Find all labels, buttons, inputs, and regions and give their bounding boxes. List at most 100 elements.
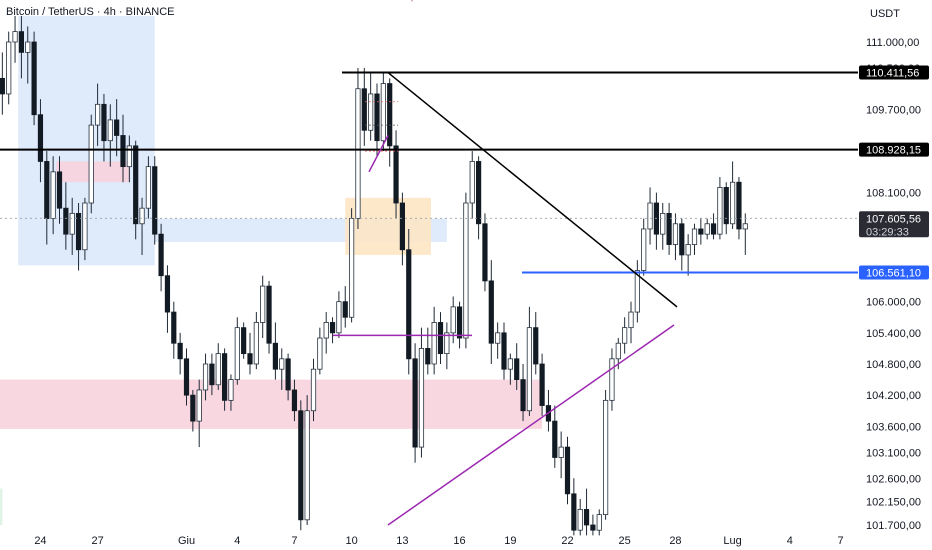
candle-body: [209, 363, 215, 386]
price-axis-label: 103.600,00: [866, 421, 921, 433]
candle-body: [88, 124, 94, 204]
candle-body: [577, 509, 583, 531]
candle-body: [69, 212, 75, 235]
time-axis-label: 4: [787, 535, 793, 547]
candle-body: [704, 223, 710, 235]
candle-body: [526, 327, 533, 412]
price-axis[interactable]: USDT111.000,00110.500,00109.700,00108.10…: [866, 8, 921, 532]
price-badge: [859, 265, 929, 280]
time-axis-label: Giu: [178, 535, 195, 547]
candle-body: [25, 41, 31, 53]
candle-body: [730, 181, 736, 225]
candle-body: [183, 358, 190, 396]
candle-body: [279, 358, 285, 370]
candle-body: [495, 332, 501, 344]
candle-body: [412, 358, 418, 448]
fib-level-label: 0,75: [405, 0, 425, 3]
candle-body: [304, 410, 310, 521]
candle-body: [387, 83, 393, 147]
candle-body: [437, 322, 444, 355]
fib-level-label: 0,25: [405, 0, 425, 3]
candle-body: [139, 207, 145, 225]
symbol-title[interactable]: Bitcoin / TetherUS · 4h · BINANCE: [6, 6, 175, 18]
candle-body: [342, 301, 348, 318]
candle-body: [260, 285, 266, 323]
time-axis[interactable]: 24 27 Giu 4 7 10 13 16 19 22 25 28 Lug 4 7: [34, 535, 843, 547]
price-axis-label: 101.700,00: [866, 520, 921, 532]
time-axis-label: 7: [837, 535, 843, 547]
candle-body: [171, 311, 177, 344]
candle-body: [368, 93, 374, 131]
candle-body: [501, 332, 507, 370]
candle-body: [469, 161, 475, 204]
price-axis-label: 111.000,00: [866, 37, 919, 49]
candle-body: [114, 119, 120, 136]
candle-body: [463, 202, 469, 339]
time-axis-label: 13: [396, 535, 408, 547]
candle-body: [590, 524, 596, 531]
price-axis-label: 103.100,00: [866, 447, 921, 459]
candle-body: [75, 212, 82, 251]
time-axis-label: 16: [453, 535, 465, 547]
ascending-trendline: [387, 324, 675, 526]
candle-body: [634, 270, 640, 313]
candle-body: [558, 446, 564, 458]
time-axis-label: 19: [504, 535, 516, 547]
candle-body: [533, 327, 539, 365]
candle-body: [120, 135, 126, 168]
candle-body: [450, 306, 456, 334]
candle-body: [221, 353, 228, 401]
candle-body: [253, 322, 259, 365]
candle-body: [6, 41, 12, 95]
price-axis-label: 105.400,00: [866, 328, 921, 340]
time-axis-label: 4: [234, 535, 240, 547]
candle-body: [488, 280, 494, 344]
candle-body: [0, 77, 5, 95]
candle-body: [50, 171, 56, 219]
green-zone: [0, 488, 3, 525]
candle-body: [82, 202, 88, 251]
candle-body: [723, 187, 729, 225]
candle-body: [507, 358, 513, 370]
candle-body: [361, 88, 367, 131]
price-badge: [859, 211, 929, 238]
candle-body: [202, 363, 209, 391]
candle-body: [317, 337, 323, 370]
candle-body: [520, 379, 526, 412]
candle-body: [310, 368, 317, 412]
candle-body: [482, 223, 488, 282]
candle-body: [564, 446, 571, 495]
time-axis-label: 25: [619, 535, 631, 547]
candle-body: [672, 223, 679, 245]
candle-body: [603, 399, 609, 516]
candle-body: [425, 348, 431, 365]
pink-zone-bottom: [0, 379, 543, 429]
candle-body: [329, 322, 336, 334]
candle-body: [266, 285, 272, 344]
candle-body: [241, 327, 247, 355]
candle-body: [133, 145, 139, 225]
price-badge: [859, 142, 929, 157]
candle-body: [380, 83, 386, 142]
candle-body: [247, 353, 253, 365]
candle-body: [234, 327, 240, 380]
candle-body: [196, 389, 202, 422]
candle-body: [323, 322, 329, 339]
candle-body: [418, 348, 425, 448]
price-badge: [859, 65, 929, 80]
candle-body: [628, 311, 634, 329]
price-axis-label: 102.150,00: [866, 497, 921, 509]
candle-body: [666, 212, 672, 245]
candle-body: [742, 223, 748, 230]
candle-body: [336, 301, 342, 334]
descending-trendline: [387, 71, 678, 308]
candle-body: [399, 202, 406, 251]
candle-body: [406, 249, 412, 360]
candle-body: [272, 342, 279, 370]
candle-body: [177, 342, 183, 360]
candle-body: [539, 363, 545, 406]
price-axis-label: 104.200,00: [866, 390, 921, 402]
price-axis-label: 106.000,00: [866, 297, 921, 309]
